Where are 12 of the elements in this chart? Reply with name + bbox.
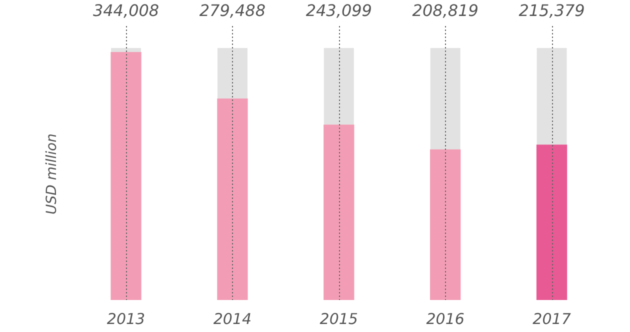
- x-tick-label: 2013: [106, 310, 146, 328]
- data-label: 344,008: [92, 1, 160, 20]
- data-label: 208,819: [412, 1, 478, 20]
- x-tick-label: 2015: [320, 310, 358, 328]
- data-label: 243,099: [306, 1, 372, 20]
- x-tick-label: 2016: [426, 310, 464, 328]
- x-tick-label: 2014: [213, 310, 252, 328]
- y-axis-title: USD million: [44, 134, 60, 214]
- bar: [110, 52, 142, 300]
- data-label: 215,379: [518, 1, 585, 20]
- x-tick-label: 2017: [532, 310, 572, 328]
- data-label: 279,488: [199, 1, 266, 20]
